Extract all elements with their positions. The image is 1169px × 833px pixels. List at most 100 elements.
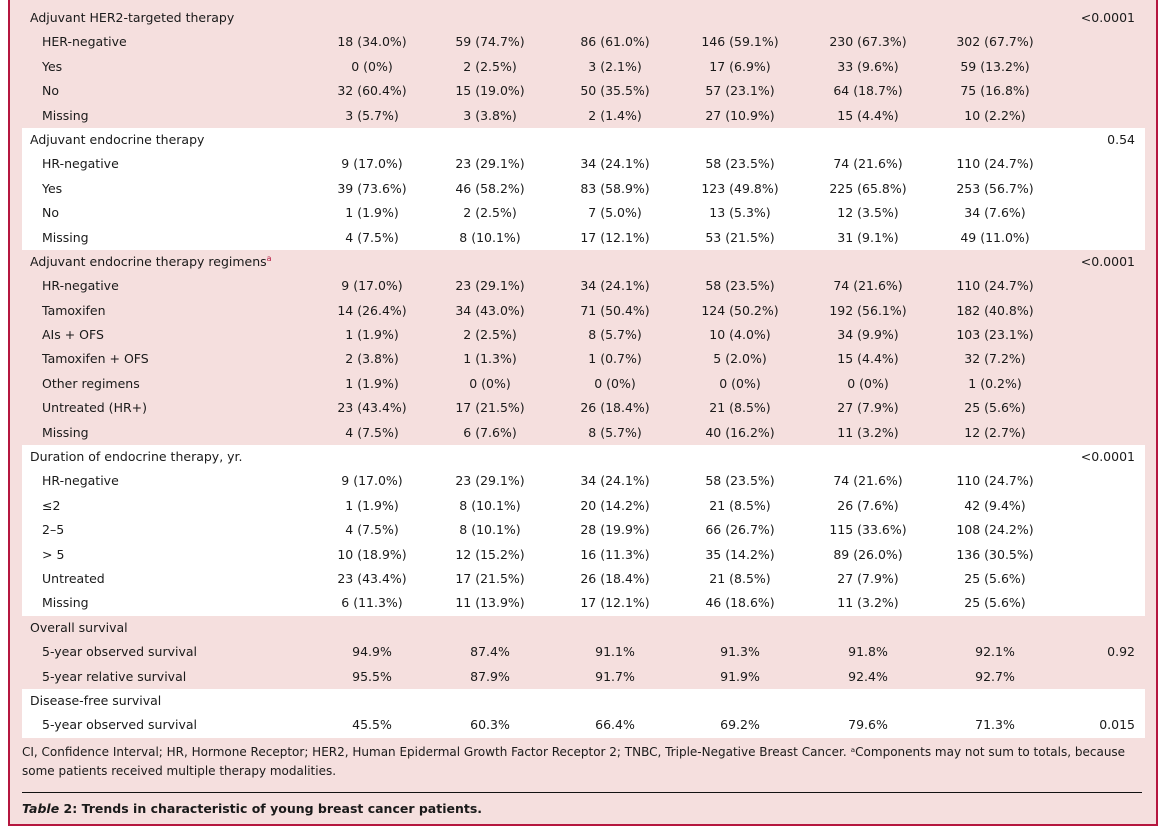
- table-cell: 26 (18.4%): [580, 570, 650, 586]
- table-cell: 10 (2.2%): [964, 107, 1026, 123]
- row-label: HR-negative: [42, 156, 119, 172]
- table-cell: 1 (1.9%): [345, 497, 399, 513]
- table-cell: 4 (7.5%): [345, 229, 399, 245]
- table-cell: 91.1%: [595, 644, 635, 660]
- table-cell: 74 (21.6%): [833, 473, 903, 489]
- table-cell: 26 (18.4%): [580, 400, 650, 416]
- row-label: Missing: [42, 229, 89, 245]
- table-cell: 2 (2.5%): [463, 205, 517, 221]
- table-group: Overall survival 5-year observed survival…: [22, 615, 1145, 689]
- table-cell: 15 (19.0%): [455, 83, 525, 99]
- table-cell: 75 (16.8%): [960, 83, 1030, 99]
- row-label: > 5: [42, 546, 65, 562]
- p-value: 0.92: [1107, 644, 1135, 660]
- table-cell: 27 (7.9%): [837, 400, 899, 416]
- table-cell: 17 (6.9%): [709, 58, 771, 74]
- table-cell: 45.5%: [352, 717, 392, 733]
- table-group: Adjuvant HER2-targeted therapy <0.0001 HER…: [22, 6, 1145, 128]
- group-title-text: Duration of endocrine therapy, yr.: [30, 449, 243, 465]
- group-header-row: Adjuvant endocrine therapy regimensa <0.0…: [22, 250, 1145, 274]
- row-label: 5-year observed survival: [42, 644, 197, 660]
- table-cell: 34 (24.1%): [580, 156, 650, 172]
- table-cell: 8 (10.1%): [459, 497, 521, 513]
- table-row: HR-negative 9 (17.0%) 23 (29.1%) 34 (24.1%)…: [22, 274, 1145, 298]
- table-cell: 110 (24.7%): [956, 278, 1034, 294]
- group-header-row: Disease-free survival: [22, 689, 1145, 713]
- table-row: 5-year relative survival 95.5% 87.9% 91.7% 9…: [22, 665, 1145, 689]
- table-cell: 23 (29.1%): [455, 278, 525, 294]
- table-row: Tamoxifen 14 (26.4%) 34 (43.0%) 71 (50.4%) 1…: [22, 299, 1145, 323]
- table-row: HR-negative 9 (17.0%) 23 (29.1%) 34 (24.1%)…: [22, 469, 1145, 493]
- group-title: Adjuvant HER2-targeted therapy: [30, 6, 234, 30]
- table-cell: 34 (24.1%): [580, 278, 650, 294]
- table-cell: 25 (5.6%): [964, 570, 1026, 586]
- table-cell: 23 (43.4%): [337, 400, 407, 416]
- table-cell: 32 (60.4%): [337, 83, 407, 99]
- table-cell: 225 (65.8%): [829, 180, 907, 196]
- table-cell: 11 (13.9%): [455, 595, 525, 611]
- row-label: AIs + OFS: [42, 327, 104, 343]
- table-cell: 21 (8.5%): [709, 570, 771, 586]
- group-title-text: Adjuvant HER2-targeted therapy: [30, 10, 235, 25]
- table-row: ≤2 1 (1.9%) 8 (10.1%) 20 (14.2%) 21 (8.5%) 26…: [22, 494, 1145, 518]
- row-label: HER-negative: [42, 34, 127, 50]
- table-row: 5-year observed survival 45.5% 60.3% 66.4% 6…: [22, 713, 1145, 737]
- table-cell: 7 (5.0%): [588, 205, 642, 221]
- table-cell: 39 (73.6%): [337, 180, 407, 196]
- table-cell: 23 (29.1%): [455, 156, 525, 172]
- table-cell: 25 (5.6%): [964, 400, 1026, 416]
- table-cell: 31 (9.1%): [837, 229, 899, 245]
- table-cell: 13 (5.3%): [709, 205, 771, 221]
- table-cell: 136 (30.5%): [956, 546, 1034, 562]
- table-cell: 35 (14.2%): [705, 546, 775, 562]
- table-cell: 146 (59.1%): [701, 34, 779, 50]
- table-cell: 1 (1.9%): [345, 375, 399, 391]
- table-cell: 50 (35.5%): [580, 83, 650, 99]
- table-cell: 32 (7.2%): [964, 351, 1026, 367]
- table-group: Disease-free survival 5-year observed sur…: [22, 688, 1145, 738]
- table-cell: 182 (40.8%): [956, 302, 1034, 318]
- p-value: 0.54: [1107, 131, 1135, 147]
- table-cell: 92.4%: [848, 668, 888, 684]
- table-cell: 8 (10.1%): [459, 229, 521, 245]
- table-cell: 58 (23.5%): [705, 278, 775, 294]
- table-row: Yes 0 (0%) 2 (2.5%) 3 (2.1%) 17 (6.9%) 33 (9.…: [22, 55, 1145, 79]
- table-row: Missing 3 (5.7%) 3 (3.8%) 2 (1.4%) 27 (10.9%…: [22, 104, 1145, 128]
- table-cell: 108 (24.2%): [956, 522, 1034, 538]
- table-cell: 230 (67.3%): [829, 34, 907, 50]
- table-cell: 3 (2.1%): [588, 58, 642, 74]
- table-cell: 1 (1.9%): [345, 327, 399, 343]
- table-cell: 1 (1.9%): [345, 205, 399, 221]
- table-footnote: CI, Confidence Interval; HR, Hormone Rec…: [22, 745, 1126, 778]
- table-cell: 0 (0%): [594, 375, 636, 391]
- table-cell: 12 (3.5%): [837, 205, 899, 221]
- group-header-row: Adjuvant HER2-targeted therapy <0.0001: [22, 6, 1145, 30]
- row-label: 5-year observed survival: [42, 717, 197, 733]
- table-cell: 91.3%: [720, 644, 760, 660]
- table-cell: 23 (43.4%): [337, 570, 407, 586]
- table-cell: 4 (7.5%): [345, 522, 399, 538]
- table-cell: 17 (12.1%): [580, 595, 650, 611]
- group-header-row: Duration of endocrine therapy, yr. <0.000…: [22, 445, 1145, 469]
- table-cell: 21 (8.5%): [709, 400, 771, 416]
- table-cell: 11 (3.2%): [837, 595, 899, 611]
- table-cell: 9 (17.0%): [341, 473, 403, 489]
- table-cell: 33 (9.6%): [837, 58, 899, 74]
- table-row: Untreated 23 (43.4%) 17 (21.5%) 26 (18.4%) 2…: [22, 567, 1145, 591]
- table-cell: 18 (34.0%): [337, 34, 407, 50]
- row-label: Other regimens: [42, 375, 140, 391]
- table-cell: 34 (9.9%): [837, 327, 899, 343]
- table-cell: 2 (2.5%): [463, 58, 517, 74]
- table-cell: 25 (5.6%): [964, 595, 1026, 611]
- table-row: HR-negative 9 (17.0%) 23 (29.1%) 34 (24.1%)…: [22, 152, 1145, 176]
- table-cell: 6 (7.6%): [463, 424, 517, 440]
- table-cell: 123 (49.8%): [701, 180, 779, 196]
- table-cell: 9 (17.0%): [341, 156, 403, 172]
- row-label: Tamoxifen: [42, 302, 106, 318]
- p-value: <0.0001: [1080, 253, 1135, 269]
- row-label: Untreated (HR+): [42, 400, 147, 416]
- table-cell: 5 (2.0%): [713, 351, 767, 367]
- table-cell: 58 (23.5%): [705, 473, 775, 489]
- table-cell: 40 (16.2%): [705, 424, 775, 440]
- table-cell: 58 (23.5%): [705, 156, 775, 172]
